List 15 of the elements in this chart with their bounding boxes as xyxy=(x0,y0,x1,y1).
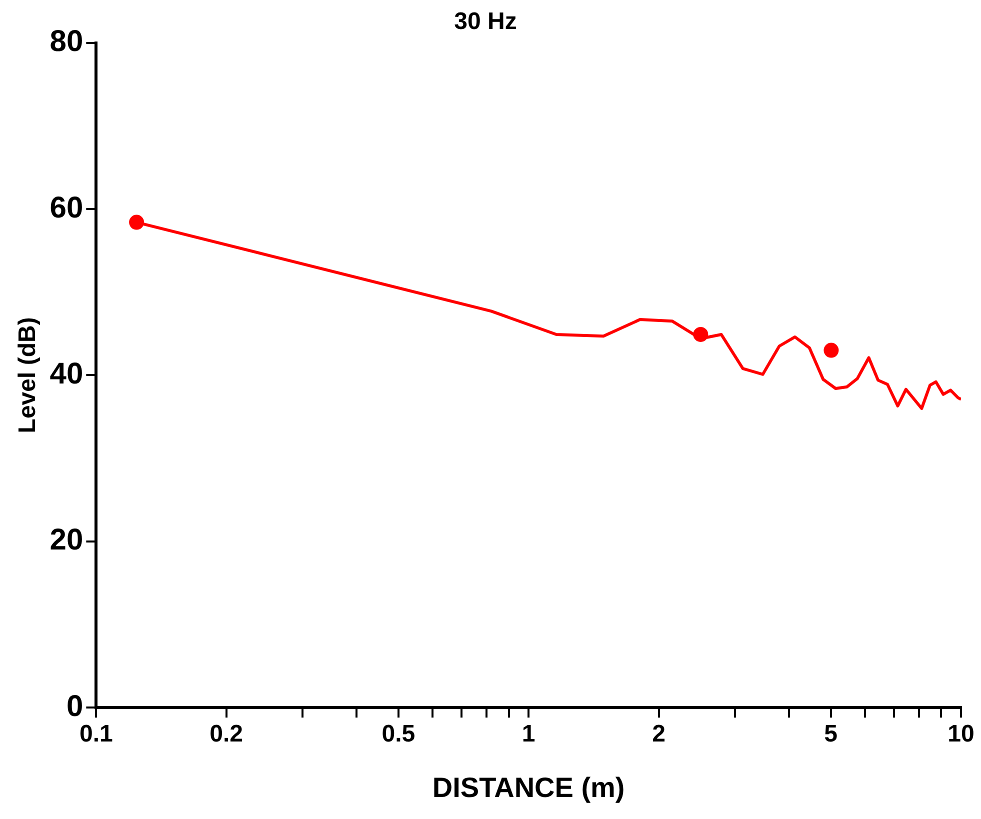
x-tick-label: 0.2 xyxy=(210,720,244,748)
x-tick-label: 10 xyxy=(948,720,974,748)
y-axis-title: Level (dB) xyxy=(14,317,42,434)
y-tick-label: 60 xyxy=(50,191,84,224)
x-tick-label: 1 xyxy=(522,720,536,748)
y-tick-label: 80 xyxy=(50,25,84,58)
x-tick-label: 5 xyxy=(824,720,838,748)
x-tick-label: 0.1 xyxy=(79,720,113,748)
y-tick-label: 40 xyxy=(50,357,84,390)
x-axis-title: DISTANCE (m) xyxy=(432,772,625,803)
x-tick-label: 0.5 xyxy=(382,720,416,748)
chart-title: 30 Hz xyxy=(454,8,517,36)
y-tick-label: 20 xyxy=(50,524,84,557)
y-tick-label: 0 xyxy=(66,690,84,723)
x-tick-label: 2 xyxy=(652,720,666,748)
